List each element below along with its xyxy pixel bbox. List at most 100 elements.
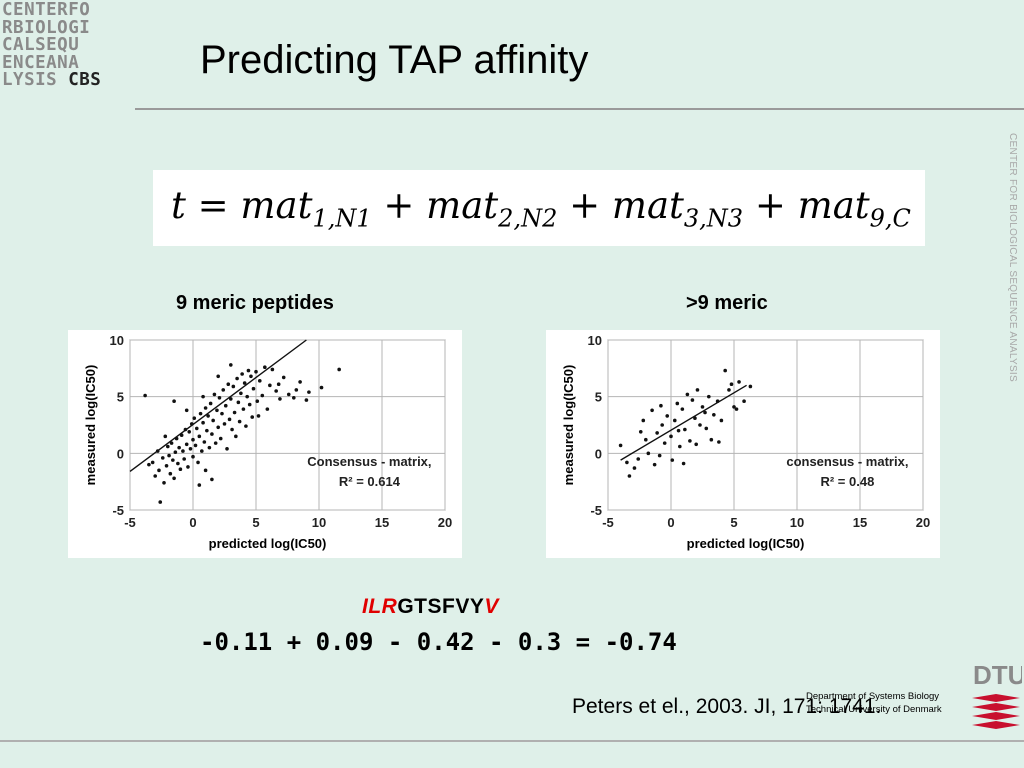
- x-tick-label: 10: [312, 515, 326, 530]
- data-point: [147, 462, 151, 467]
- data-point: [173, 450, 178, 454]
- x-tick-label: 20: [438, 515, 452, 530]
- data-point: [246, 368, 251, 373]
- data-point: [205, 428, 209, 433]
- data-point: [657, 453, 662, 458]
- data-point: [723, 368, 727, 373]
- data-point: [337, 367, 341, 372]
- data-point: [207, 445, 212, 450]
- data-point: [150, 460, 155, 465]
- y-tick-label: -5: [590, 503, 602, 518]
- sequence-suffix: V: [484, 595, 499, 618]
- formula-subscript: 3,N3: [683, 204, 744, 233]
- x-tick-label: 5: [252, 515, 259, 530]
- data-point: [274, 389, 278, 393]
- data-point: [268, 383, 272, 388]
- data-point: [242, 381, 247, 385]
- data-point: [186, 465, 190, 469]
- formula-term-base: mat: [426, 184, 499, 227]
- annotation-line: consensus - matrix,: [786, 454, 908, 469]
- data-point: [160, 456, 165, 460]
- data-point: [210, 432, 214, 436]
- university-line: Technical University of Denmark: [806, 704, 942, 715]
- x-tick-label: 0: [667, 515, 674, 530]
- data-point: [229, 363, 233, 367]
- data-point: [700, 405, 705, 409]
- x-tick-label: 5: [730, 515, 737, 530]
- department-label: Department of Systems Biology Technical …: [806, 690, 942, 716]
- data-point: [206, 414, 210, 418]
- y-tick-label: 5: [595, 390, 602, 405]
- data-point: [221, 388, 226, 392]
- data-point: [627, 474, 632, 478]
- dtu-wave-stripe: [972, 721, 1020, 729]
- data-point: [712, 413, 716, 417]
- formula-eq: =: [197, 184, 229, 227]
- data-point: [675, 401, 680, 406]
- x-tick-label: 15: [853, 515, 867, 530]
- y-tick-label: -5: [112, 503, 124, 518]
- data-point: [729, 382, 734, 386]
- data-point: [184, 408, 189, 413]
- data-point: [632, 466, 637, 470]
- data-point: [660, 423, 664, 427]
- data-point: [650, 408, 654, 413]
- data-point: [202, 440, 207, 444]
- data-point: [201, 420, 205, 425]
- fit-line: [129, 339, 307, 473]
- formula-plus: +: [754, 184, 786, 227]
- formula-plus: +: [383, 184, 415, 227]
- data-point: [695, 388, 700, 392]
- data-point: [292, 396, 296, 400]
- data-point: [231, 384, 236, 389]
- formula-term-base: mat: [797, 184, 870, 227]
- data-point: [181, 449, 185, 453]
- data-point: [216, 374, 220, 379]
- data-point: [276, 382, 281, 386]
- data-point: [223, 403, 228, 408]
- data-point: [153, 474, 157, 478]
- data-point: [208, 401, 213, 406]
- data-point: [176, 461, 180, 466]
- cbs-logo: CENTERFO RBIOLOGI CALSEQU ENCEANA LYSIS …: [2, 1, 101, 90]
- scatter-plot-9meric: -5 0 5 10 15 20 -5 0 5 10 predicted log(IC50) measu…: [68, 330, 462, 558]
- data-point: [187, 430, 192, 434]
- formula-subscript: 2,N2: [498, 204, 558, 233]
- data-point: [244, 424, 248, 428]
- logo-line: RBIOLOGI: [2, 17, 91, 38]
- footer-divider: [0, 740, 1024, 742]
- formula: t = mat1,N1 + mat2,N2 + mat3,N3 + mat9,C: [171, 184, 911, 232]
- data-point: [298, 380, 302, 384]
- data-point: [193, 443, 198, 448]
- dtu-logo-text: DTU: [973, 660, 1022, 690]
- data-point: [698, 423, 702, 427]
- data-point: [688, 439, 692, 443]
- data-point: [198, 411, 203, 416]
- logo-line: CALSEQU: [2, 35, 80, 55]
- data-point: [222, 422, 227, 426]
- data-point: [680, 407, 685, 411]
- data-point: [229, 397, 233, 401]
- data-point: [286, 392, 291, 397]
- data-point: [226, 382, 231, 386]
- data-point: [709, 437, 714, 442]
- x-tick-label: 10: [790, 515, 804, 530]
- data-point: [742, 399, 746, 403]
- x-axis-label: predicted log(IC50): [209, 536, 327, 551]
- data-point: [201, 394, 205, 399]
- data-point: [644, 437, 648, 442]
- formula-term-base: mat: [240, 184, 313, 227]
- data-point: [683, 427, 687, 432]
- data-point: [197, 434, 202, 439]
- data-point: [241, 407, 246, 411]
- y-tick-label: 0: [595, 446, 602, 461]
- citation: Peters et el., 2003. JI, 171: 1741.: [572, 695, 882, 718]
- data-point: [240, 372, 244, 376]
- formula-subscript: 1,N1: [312, 204, 372, 233]
- department-line: Department of Systems Biology: [806, 691, 940, 702]
- data-point: [681, 461, 686, 466]
- data-point: [237, 419, 242, 424]
- data-point: [294, 388, 299, 392]
- y-tick-label: 10: [110, 333, 124, 348]
- sequence-prefix: ILR: [362, 595, 398, 618]
